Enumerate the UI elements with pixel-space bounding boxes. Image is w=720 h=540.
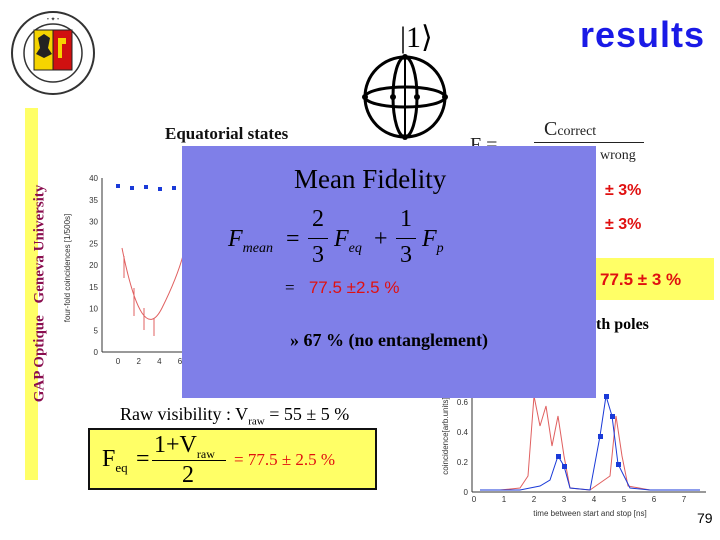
x-tick-label: 7 xyxy=(682,495,687,504)
x-tick-label: 5 xyxy=(622,495,627,504)
raw-visibility-sub: raw xyxy=(248,415,265,428)
x-tick-label: 3 xyxy=(562,495,567,504)
y-tick-label: 0.6 xyxy=(457,398,469,407)
mean-fidelity-formula: Fmean = 2 3 Feq + 1 3 Fp xyxy=(228,206,488,276)
y-tick-label: 0.4 xyxy=(457,428,469,437)
right-highlight-box xyxy=(596,258,714,300)
right-blue-markers xyxy=(556,394,621,469)
f-mean-sub: mean xyxy=(242,240,273,256)
page-number: 79 xyxy=(697,510,713,526)
feq-lhs-sub: eq xyxy=(115,459,128,475)
formula-numerator-sub: correct xyxy=(557,124,597,139)
feq-bar xyxy=(152,460,226,461)
y-tick-label: 15 xyxy=(89,283,98,292)
f-p-letter: F xyxy=(422,226,437,252)
mean-equals: = xyxy=(285,278,295,297)
raw-visibility-value: = 55 ± 5 % xyxy=(269,404,350,424)
x-tick-label: 2 xyxy=(532,495,537,504)
left-y-axis-label: four-fold coincidences [1/500s] xyxy=(63,214,72,323)
right-timing-chart: coincidence[arb.units] 0 0.2 0.4 0.6 0 1 2 3 4 5… xyxy=(441,376,706,518)
formula-bar xyxy=(534,142,644,143)
side-affiliation: GAP Optique Geneva University xyxy=(32,114,49,474)
frac1-den: 3 xyxy=(312,242,324,268)
f-p-sub: p xyxy=(436,240,444,256)
mean-fidelity-overlay xyxy=(182,146,596,398)
y-tick-label: 5 xyxy=(94,326,99,335)
feq-numerator-sub: raw xyxy=(196,446,215,461)
formula-numerator: Ccorrect xyxy=(544,118,596,141)
right-red-series xyxy=(480,395,700,491)
x-tick-label: 4 xyxy=(157,357,162,366)
x-tick-label: 0 xyxy=(116,357,121,366)
affiliation-university: Geneva University xyxy=(31,184,48,304)
slide-title: results xyxy=(580,14,706,55)
mean-fidelity-value: = 77.5 ±2.5 % xyxy=(285,278,399,298)
frac1-bar xyxy=(308,238,328,239)
y-tick-label: 0 xyxy=(94,348,99,357)
uncertainty-1: ± 3% xyxy=(605,182,642,199)
raw-visibility: Raw visibility : Vraw = 55 ± 5 % xyxy=(120,404,349,428)
right-blue-series xyxy=(480,395,700,491)
no-entanglement-note: » 67 % (no entanglement) xyxy=(290,330,488,350)
formula-denominator: wrong xyxy=(600,148,636,163)
feq-numerator-text: 1+V xyxy=(154,432,197,458)
y-tick-label: 10 xyxy=(89,305,98,314)
formula-numerator-letter: C xyxy=(544,118,558,140)
f-mean: Fmean xyxy=(228,226,273,257)
ket-label: |1⟩ xyxy=(400,21,433,54)
feq-denominator: 2 xyxy=(182,462,194,488)
y-tick-label: 0.2 xyxy=(457,458,469,467)
y-tick-label: 30 xyxy=(89,218,98,227)
y-tick-label: 0 xyxy=(464,488,469,497)
mean-fidelity-title: Mean Fidelity xyxy=(294,164,447,194)
frac1-num: 2 xyxy=(312,206,324,232)
mean-value-red: 77.5 ±2.5 % xyxy=(308,278,400,297)
bloch-sphere-diagram xyxy=(362,54,448,140)
left-series-dots xyxy=(116,184,176,191)
x-tick-label: 4 xyxy=(592,495,597,504)
side-highlight-bar xyxy=(25,108,38,480)
feq-value: = 77.5 ± 2.5 % xyxy=(234,450,336,469)
y-tick-label: 35 xyxy=(89,196,98,205)
eq-sign: = xyxy=(286,226,300,252)
x-tick-label: 6 xyxy=(652,495,657,504)
uncertainty-2: ± 3% xyxy=(605,216,642,233)
left-fit-curve xyxy=(121,237,188,320)
left-coincidence-chart: four-fold coincidences [1/500s] 05101520… xyxy=(63,174,192,366)
y-tick-label: 40 xyxy=(89,174,98,183)
right-y-axis-label: coincidence[arb.units] xyxy=(441,397,450,474)
f-eq-sub: eq xyxy=(348,240,362,256)
frac2-bar xyxy=(396,238,416,239)
plus-sign: + xyxy=(374,226,388,252)
x-tick-label: 2 xyxy=(136,357,141,366)
f-p: Fp xyxy=(422,226,444,257)
x-tick-label: 6 xyxy=(178,357,183,366)
x-tick-label: 0 xyxy=(472,495,477,504)
f-eq-letter: F xyxy=(334,226,349,252)
feq-lhs: Feq xyxy=(102,446,128,476)
right-fidelity-value: 77.5 ± 3 % xyxy=(600,270,682,289)
poles-label: th poles xyxy=(596,316,649,333)
svg-text:• ✦ •: • ✦ • xyxy=(47,16,59,23)
raw-visibility-prefix: Raw visibility : V xyxy=(120,404,249,424)
feq-numerator: 1+Vraw xyxy=(154,432,215,462)
frac2-den: 3 xyxy=(400,242,412,268)
equatorial-heading: Equatorial states xyxy=(165,124,289,143)
feq-lhs-letter: F xyxy=(102,446,116,472)
feq-highlight-box xyxy=(88,428,377,490)
frac2-num: 1 xyxy=(400,206,412,232)
feq-formula: Feq = 1+Vraw 2 xyxy=(102,432,232,488)
feq-equals: = xyxy=(136,446,150,472)
f-mean-letter: F xyxy=(228,226,243,252)
left-red-errorbars xyxy=(123,256,155,336)
affiliation-lab: GAP Optique xyxy=(31,315,48,403)
y-tick-label: 25 xyxy=(89,239,98,248)
x-tick-label: 1 xyxy=(502,495,507,504)
y-tick-label: 20 xyxy=(89,261,98,270)
right-x-axis-label: time between start and stop [ns] xyxy=(533,509,646,518)
university-seal-logo: • ✦ • xyxy=(11,11,95,95)
f-eq: Feq xyxy=(334,226,362,257)
